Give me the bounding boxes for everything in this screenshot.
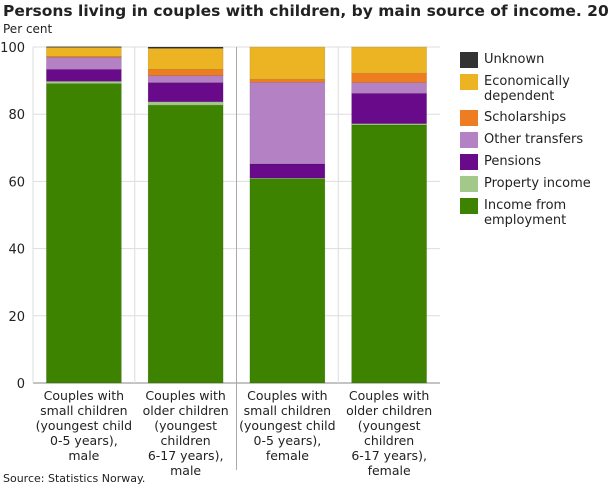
bar-segment [147, 46, 224, 49]
x-tick-label-line: (youngest [357, 418, 421, 433]
chart-title: Persons living in couples with children,… [3, 2, 610, 20]
x-tick-label-line: children [364, 433, 415, 448]
bar-segment [147, 69, 224, 76]
y-axis-label: Per cent [3, 22, 53, 36]
bar-segment [249, 78, 326, 83]
bar-segment [147, 82, 224, 103]
legend-item: Unknown [460, 52, 604, 68]
legend-item: Scholarships [460, 110, 604, 126]
x-tick-label-line: (youngest [154, 418, 218, 433]
bar-segment [147, 75, 224, 83]
x-tick-label-line: Couples with [348, 388, 430, 403]
legend-item: Income from employment [460, 198, 604, 228]
bar-segment [351, 82, 427, 94]
legend-swatch [460, 132, 478, 148]
bar-segment [147, 48, 224, 70]
legend-swatch [460, 198, 478, 214]
x-tick-label: Couples with small children (youngest chil… [237, 388, 337, 463]
legend-swatch [460, 110, 478, 126]
x-tick-label-line: Couples with [43, 388, 125, 403]
bar-segment [249, 178, 326, 384]
x-tick-label-line: male [68, 448, 100, 463]
bar-segment [46, 83, 122, 384]
y-tick-label: 0 [17, 377, 25, 392]
legend-item: Other transfers [460, 132, 604, 148]
bar-segment [351, 123, 427, 126]
legend-item: Pensions [460, 154, 604, 170]
bar-segment [147, 104, 224, 384]
legend-swatch [460, 74, 478, 90]
x-tick-label: Couples with small children (youngest chil… [34, 388, 134, 463]
legend-label: Unknown [484, 52, 545, 67]
bar-segment [46, 56, 122, 58]
x-tick-label: Couples with older children (youngest child… [339, 388, 439, 478]
bar-segment [351, 46, 427, 74]
bar-segment [249, 81, 326, 165]
x-tick-label-line: 0-5 years), [50, 433, 118, 448]
legend-item: Property income [460, 176, 604, 192]
legend-label: Other transfers [484, 132, 584, 147]
legend-label: Economically dependent [484, 74, 570, 104]
legend-item: Economically dependent [460, 74, 604, 104]
legend-swatch [460, 176, 478, 192]
x-tick-label-line: male [170, 463, 202, 478]
y-tick-label: 20 [8, 310, 25, 325]
legend-label: Pensions [484, 154, 541, 169]
bar-segment [46, 69, 122, 82]
x-tick-label-line: Couples with [247, 388, 328, 403]
x-tick-label-line: older children [346, 403, 433, 418]
x-tick-label-line: (youngest child [35, 418, 133, 433]
source-note: Source: Statistics Norway. [3, 472, 146, 485]
x-tick-label-line: 6-17 years), [147, 448, 224, 463]
legend-label: Scholarships [484, 110, 567, 125]
x-tick-label-line: (youngest child [239, 418, 336, 433]
bar-segment [351, 124, 427, 384]
bar-segment [249, 163, 326, 179]
x-tick-label-line: female [265, 448, 309, 463]
y-tick-label: 60 [8, 175, 25, 190]
bar-segment [46, 46, 122, 48]
x-tick-label-line: small children [243, 403, 332, 418]
bar-segment [147, 101, 224, 106]
legend-label: Income from employment [484, 198, 567, 228]
x-tick-label-line: 0-5 years), [253, 433, 322, 448]
bar-segment [351, 93, 427, 124]
bar-segment [46, 80, 122, 84]
x-tick-label: Couples with older children (youngest child… [136, 388, 236, 478]
legend-swatch [460, 154, 478, 170]
legend-swatch [460, 52, 478, 68]
legend: Unknown Economically dependent Scholarship… [460, 52, 604, 234]
y-tick-label: 80 [8, 108, 25, 123]
x-tick-label-line: female [367, 463, 411, 478]
legend-label: Property income [484, 176, 591, 191]
x-tick-label-line: older children [142, 403, 229, 418]
x-tick-label-line: small children [40, 403, 128, 418]
y-tick-label: 100 [0, 41, 25, 56]
y-tick-label: 40 [8, 243, 25, 258]
bar-segment [46, 47, 122, 57]
bar-segment [46, 57, 122, 70]
bar-segment [249, 46, 326, 80]
x-tick-label-line: children [160, 433, 211, 448]
x-tick-label-line: 6-17 years), [351, 448, 427, 463]
x-tick-label-line: Couples with [145, 388, 226, 403]
bar-segment [351, 72, 427, 83]
